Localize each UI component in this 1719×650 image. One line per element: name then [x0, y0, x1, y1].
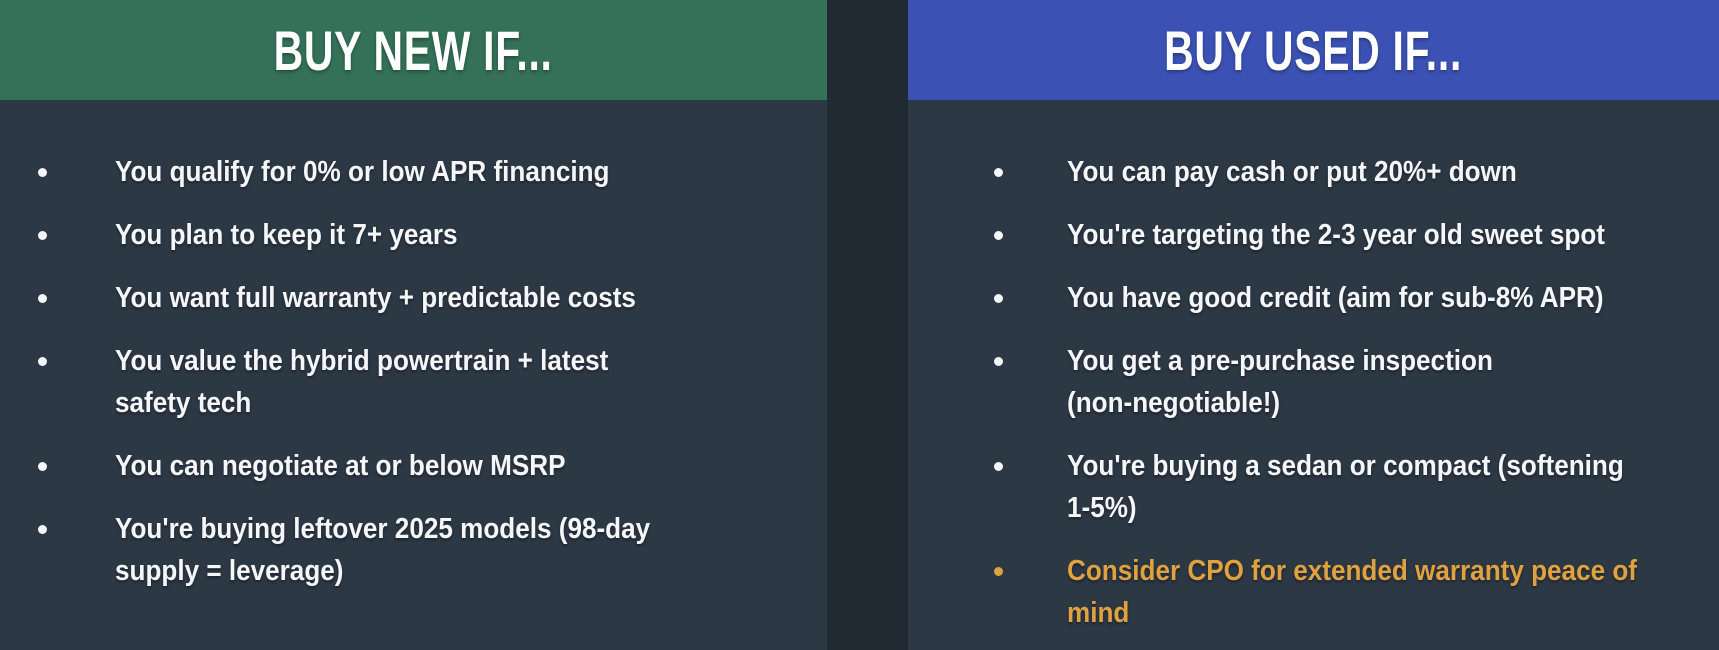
list-item-text: You value the hybrid powertrain + latest…	[115, 345, 609, 419]
bullet-icon	[994, 168, 1003, 177]
list-item-text: You're buying leftover 2025 models (98-d…	[115, 513, 651, 587]
buy-new-list: You qualify for 0% or low APR financing …	[0, 100, 827, 650]
list-item-text: You have good credit (aim for sub-8% APR…	[1067, 282, 1604, 314]
list-item: You're buying leftover 2025 models (98-d…	[0, 508, 827, 592]
buy-used-header: BUY USED IF...	[908, 0, 1719, 100]
bullet-icon	[38, 525, 47, 534]
list-item-text: You're targeting the 2-3 year old sweet …	[1067, 219, 1606, 251]
bullet-icon	[994, 357, 1003, 366]
list-item-text: You can negotiate at or below MSRP	[115, 450, 566, 482]
list-item: You qualify for 0% or low APR financing	[0, 151, 827, 193]
buy-new-header: BUY NEW IF...	[0, 0, 827, 100]
list-item: You value the hybrid powertrain + latest…	[0, 340, 827, 424]
bullet-icon	[994, 567, 1003, 576]
list-item-text: You qualify for 0% or low APR financing	[115, 156, 610, 188]
list-item-text: Consider CPO for extended warranty peace…	[1067, 555, 1637, 629]
list-item: You're targeting the 2-3 year old sweet …	[908, 214, 1719, 256]
list-item: You want full warranty + predictable cos…	[0, 277, 827, 319]
bullet-icon	[38, 357, 47, 366]
list-item-text: You're buying a sedan or compact (soften…	[1067, 450, 1624, 524]
list-item-highlight: Consider CPO for extended warranty peace…	[908, 550, 1719, 634]
bullet-icon	[38, 231, 47, 240]
bullet-icon	[994, 231, 1003, 240]
list-item-text: You want full warranty + predictable cos…	[115, 282, 636, 314]
bullet-icon	[38, 294, 47, 303]
list-item-text: You plan to keep it 7+ years	[115, 219, 458, 251]
bullet-icon	[38, 462, 47, 471]
panel-divider	[827, 0, 908, 650]
list-item: You can negotiate at or below MSRP	[0, 445, 827, 487]
buy-new-panel: BUY NEW IF... You qualify for 0% or low …	[0, 0, 827, 650]
buy-used-title: BUY USED IF...	[1164, 18, 1463, 82]
bullet-icon	[38, 168, 47, 177]
list-item: You get a pre-purchase inspection (non-n…	[908, 340, 1719, 424]
bullet-icon	[994, 462, 1003, 471]
list-item: You can pay cash or put 20%+ down	[908, 151, 1719, 193]
buy-used-panel: BUY USED IF... You can pay cash or put 2…	[908, 0, 1719, 650]
list-item-text: You get a pre-purchase inspection (non-n…	[1067, 345, 1493, 419]
buy-used-list: You can pay cash or put 20%+ down You're…	[908, 100, 1719, 650]
buy-new-title: BUY NEW IF...	[273, 18, 554, 82]
list-item-text: You can pay cash or put 20%+ down	[1067, 156, 1517, 188]
bullet-icon	[994, 294, 1003, 303]
list-item: You plan to keep it 7+ years	[0, 214, 827, 256]
list-item: You have good credit (aim for sub-8% APR…	[908, 277, 1719, 319]
list-item: You're buying a sedan or compact (soften…	[908, 445, 1719, 529]
